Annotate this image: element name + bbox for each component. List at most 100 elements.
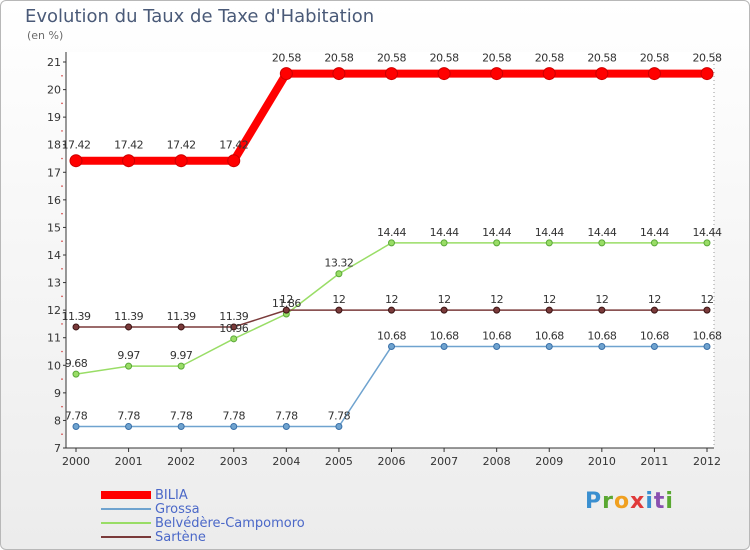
x-tick-label: 2010 (588, 455, 616, 468)
plot-area (66, 52, 714, 448)
data-point (703, 343, 711, 351)
data-label: 10.68 (535, 330, 564, 343)
data-point (174, 154, 188, 168)
data-label: 7.78 (223, 409, 246, 422)
legend-item: Belvédère-Campomoro (101, 516, 305, 531)
logo-letter: i (645, 489, 654, 514)
data-point (545, 306, 553, 314)
y-tick-label: 8 (54, 414, 61, 427)
y-minor-mark (61, 130, 63, 132)
y-tick-label: 19 (47, 111, 61, 124)
y-minor-mark (61, 212, 63, 215)
data-point (703, 239, 711, 247)
data-label: 12 (280, 293, 293, 306)
x-tick-label: 2008 (483, 455, 511, 468)
data-label: 13.32 (324, 257, 353, 270)
data-point (545, 343, 553, 351)
data-label: 14.44 (377, 226, 406, 239)
data-label: 7.78 (275, 409, 298, 422)
y-tick-label: 7 (54, 442, 61, 455)
data-point (388, 239, 395, 247)
data-label: 14.44 (693, 226, 722, 239)
data-point (493, 343, 501, 351)
data-point (227, 154, 241, 168)
legend-swatch (101, 508, 151, 510)
y-tick-label: 17 (47, 166, 61, 179)
data-label: 7.78 (117, 409, 140, 422)
legend-item: BILIA (101, 487, 188, 503)
y-minor-mark (61, 295, 63, 298)
logo-letter: i (665, 489, 674, 514)
data-label: 9.68 (65, 357, 88, 370)
y-minor-mark (61, 240, 63, 243)
legend-label: Grossa (155, 501, 200, 517)
data-point (388, 306, 395, 314)
data-label: 10.68 (430, 330, 459, 343)
legend-swatch (101, 491, 151, 499)
data-point (69, 154, 83, 168)
data-point (595, 67, 609, 81)
data-point (650, 239, 658, 247)
legend-swatch (101, 522, 151, 524)
data-point (440, 343, 448, 351)
logo-letter: x (630, 489, 646, 514)
data-point (437, 67, 451, 81)
data-point (335, 306, 343, 314)
legend-label: Sartène (155, 529, 206, 545)
data-label: 14.44 (535, 226, 564, 239)
y-tick-label: 18 (47, 139, 61, 152)
data-label: 10.68 (482, 330, 511, 343)
y-axis-unit: (en %) (27, 29, 64, 42)
data-point (125, 323, 133, 331)
data-point (72, 422, 80, 430)
y-tick-label: 9 (54, 387, 61, 400)
x-tick-label: 2012 (693, 455, 721, 468)
data-point (703, 306, 711, 314)
data-label: 7.78 (328, 409, 351, 422)
x-tick-label: 2001 (115, 455, 143, 468)
data-label: 11.39 (167, 310, 196, 323)
data-point (647, 67, 661, 81)
data-point (388, 343, 395, 351)
y-minor-mark (61, 102, 63, 105)
data-point (230, 422, 238, 430)
data-label: 14.44 (587, 226, 616, 239)
data-label: 12 (490, 293, 503, 306)
data-label: 9.97 (117, 349, 140, 362)
data-label: 11.39 (219, 310, 248, 323)
data-point (490, 67, 504, 81)
y-tick-label: 13 (47, 277, 61, 290)
x-tick-label: 2007 (430, 455, 458, 468)
data-label: 11.39 (114, 310, 143, 323)
data-point (700, 67, 714, 81)
y-tick-label: 10 (47, 359, 61, 372)
data-label: 14.44 (482, 226, 511, 239)
data-point (282, 306, 290, 314)
data-point (542, 67, 556, 81)
x-tick-label: 2002 (167, 455, 195, 468)
legend-label: BILIA (155, 487, 188, 503)
data-label: 17.42 (167, 139, 196, 152)
data-label: 10.68 (377, 330, 406, 343)
data-label: 20.58 (324, 52, 353, 65)
y-tick-label: 21 (47, 56, 61, 69)
data-label: 20.58 (482, 52, 511, 65)
data-label: 7.78 (170, 409, 193, 422)
legend-item: Grossa (101, 501, 200, 517)
data-label: 11.39 (62, 310, 91, 323)
data-label: 12 (332, 293, 345, 306)
y-minor-mark (61, 433, 63, 436)
data-label: 9.97 (170, 349, 193, 362)
data-label: 10.68 (587, 330, 616, 343)
data-point (125, 422, 133, 430)
data-point (122, 154, 136, 168)
y-tick-label: 12 (47, 304, 61, 317)
data-label: 10.68 (693, 330, 722, 343)
data-point (282, 422, 290, 430)
y-tick-label: 15 (47, 221, 61, 234)
data-point (440, 239, 448, 247)
y-minor-mark (61, 350, 63, 353)
data-point (332, 67, 346, 81)
x-tick-label: 2004 (272, 455, 300, 468)
data-point (440, 306, 448, 314)
